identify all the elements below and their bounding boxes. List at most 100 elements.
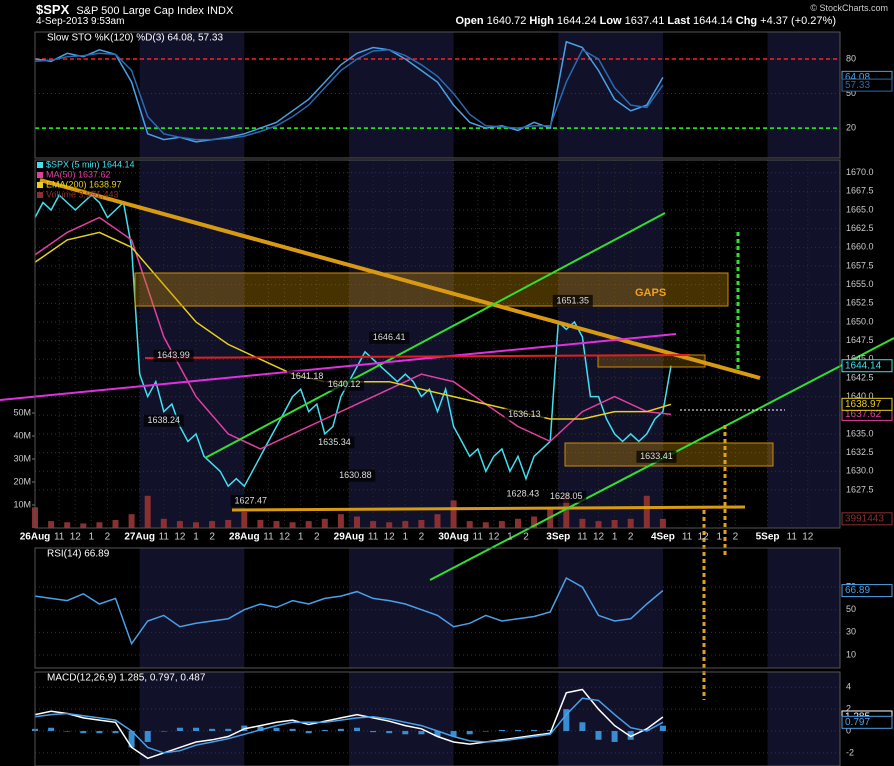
day-band: [767, 32, 840, 158]
bar: [193, 522, 199, 528]
x-tick-label: 2: [523, 532, 529, 543]
bar: [64, 731, 71, 732]
annotation-box: [153, 349, 194, 362]
quote-value: 1644.24: [556, 15, 597, 27]
x-tick-label: 30Aug: [438, 532, 469, 543]
y-tick-label: 1670.0: [846, 167, 874, 177]
legend-label: EMA(200) 1638.97: [46, 179, 122, 189]
bar: [515, 729, 521, 732]
title-row: $SPX S&P 500 Large Cap Index INDX: [36, 2, 233, 17]
bar: [418, 519, 425, 528]
bar: [370, 521, 377, 528]
x-tick-label: 11: [54, 532, 65, 543]
x-tick-label: 2: [733, 532, 739, 543]
y-tick-label: 50: [846, 604, 856, 614]
day-band: [767, 672, 840, 766]
x-tick-label: 1: [193, 532, 199, 543]
bar: [225, 728, 232, 732]
panel-border: [34, 31, 841, 159]
bar: [257, 726, 264, 732]
last-value: 1637.62: [845, 409, 882, 420]
quote-value: 1640.72: [486, 15, 527, 27]
bar: [418, 731, 425, 735]
annotation: 1628.05: [550, 491, 583, 501]
y-tick-label: 0: [846, 725, 851, 735]
y-tick-label: 4: [846, 682, 851, 692]
bar: [611, 731, 618, 742]
x-tick-label: 1: [298, 532, 304, 543]
panel-title: Slow STO %K(120) %D(3) 64.08, 57.33: [47, 33, 223, 44]
bar: [434, 731, 441, 737]
datetime: 4-Sep-2013 9:53am: [36, 16, 125, 27]
annotation-box: [636, 450, 677, 463]
annotation: 1635.34: [318, 437, 351, 447]
y-tick-label: 1635.0: [846, 428, 874, 438]
y-tick-label: 1667.5: [846, 186, 874, 196]
trendline: [39, 178, 761, 380]
day-band: [558, 32, 663, 158]
day-band: [348, 160, 454, 528]
y-tick-label: 1655.0: [846, 279, 874, 289]
gaps-label: GAPS: [635, 287, 666, 299]
day-band: [139, 672, 245, 766]
annotation-box: [546, 490, 587, 503]
bar: [563, 709, 570, 732]
bar: [80, 731, 87, 734]
bar: [209, 521, 216, 528]
bar: [402, 521, 409, 528]
x-tick-label: 2: [419, 532, 425, 543]
bar: [96, 731, 103, 734]
y-tick-label: 1660.0: [846, 242, 874, 252]
index-name: S&P 500 Large Cap Index: [76, 5, 204, 17]
x-tick-label: 1: [612, 532, 618, 543]
x-tick-label: 12: [488, 532, 500, 543]
x-tick-label: 11: [787, 532, 798, 543]
day-band: [348, 672, 454, 766]
bar: [241, 511, 248, 528]
day-band: [558, 548, 663, 668]
drawings: GAPS: [0, 178, 894, 700]
bar: [595, 731, 602, 740]
last-value: 1638.97: [845, 399, 882, 410]
annotation-box: [335, 469, 376, 482]
bar: [337, 514, 344, 528]
bar: [643, 728, 650, 732]
header: $SPX S&P 500 Large Cap Index INDX 4-Sep-…: [0, 0, 894, 30]
bar: [531, 729, 538, 732]
y-tick-label: 1647.5: [846, 335, 874, 345]
bar: [289, 522, 296, 528]
annotation: 1646.41: [373, 332, 406, 342]
trendline: [204, 212, 666, 459]
bar: [515, 518, 521, 528]
legend-label: MA(50) 1637.62: [46, 169, 111, 179]
annotation: 1636.13: [508, 409, 541, 419]
panel-title: RSI(14) 66.89: [47, 549, 110, 560]
series-line: [34, 697, 664, 754]
quote-label: High: [529, 15, 554, 27]
panel-border: [34, 547, 841, 669]
bar: [563, 493, 570, 528]
bar: [611, 519, 618, 528]
bar: [450, 731, 457, 737]
bar: [643, 495, 650, 528]
legend-swatch: [37, 172, 43, 178]
day-band: [767, 548, 840, 668]
bar: [547, 729, 554, 732]
y-tick-label: 1662.5: [846, 223, 874, 233]
y-tick-label: 10: [846, 649, 856, 659]
y-tick-label: 1627.5: [846, 484, 874, 494]
copyright: © StockCharts.com: [810, 3, 888, 13]
x-tick-label: 11: [368, 532, 379, 543]
y-tick-label: 20: [846, 122, 856, 132]
bar: [434, 514, 441, 528]
last-value: 66.89: [845, 585, 870, 596]
annotation: 1638.24: [148, 415, 181, 425]
x-tick-label: 2: [209, 532, 215, 543]
bar: [144, 731, 151, 742]
y2-tick-label: 30M: [13, 453, 31, 463]
y2-tick-label: 50M: [13, 407, 31, 417]
legend-label: $SPX (5 min) 1644.14: [46, 159, 135, 169]
day-band: [348, 32, 454, 158]
backgrounds: [32, 32, 840, 766]
day-band: [767, 160, 840, 528]
